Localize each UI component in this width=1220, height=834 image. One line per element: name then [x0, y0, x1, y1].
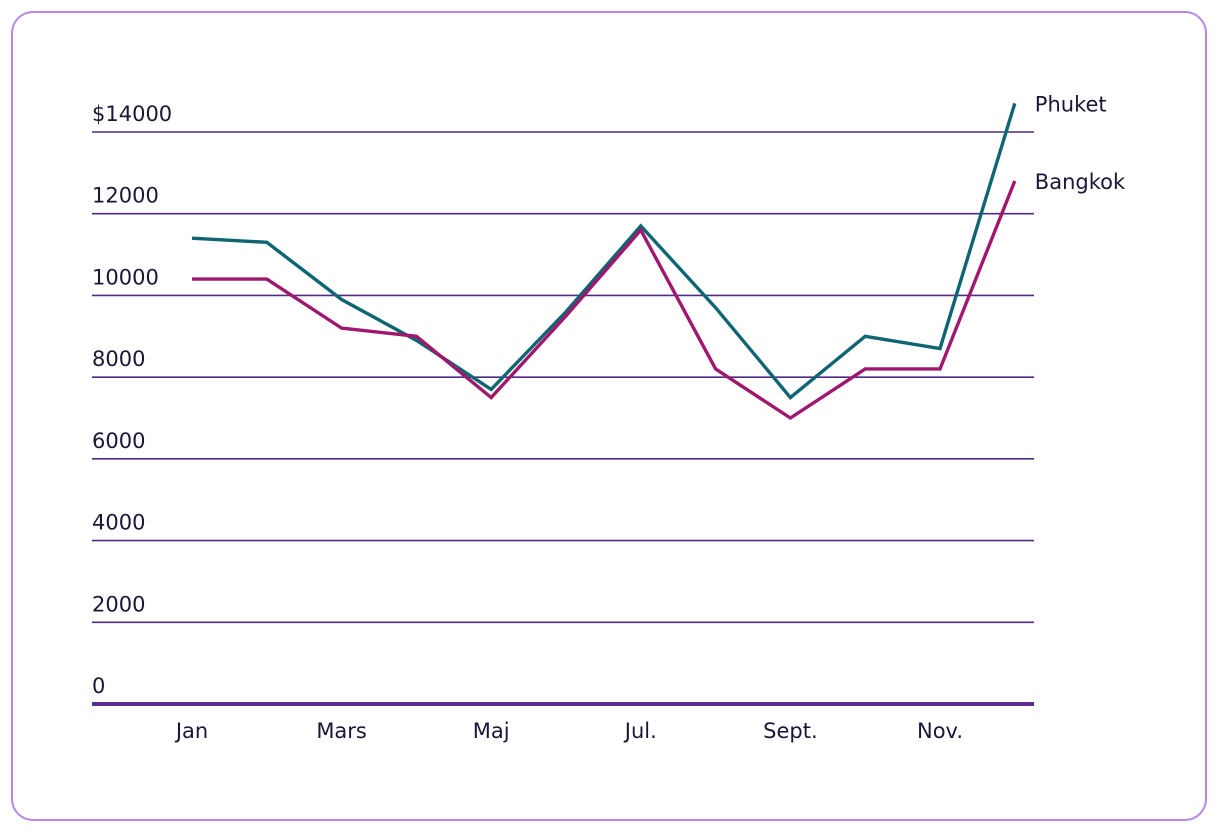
- y-axis-tick-labels: 0 2000 4000 6000 8000 10000 12000 $14000: [92, 102, 172, 698]
- series-labels: Phuket Bangkok: [1035, 92, 1126, 194]
- y-tick-label: 4000: [92, 511, 145, 535]
- x-tick-label: Nov.: [917, 719, 963, 743]
- chart-card: [11, 11, 1207, 821]
- y-tick-label: 6000: [92, 429, 145, 453]
- x-tick-label: Jul.: [623, 719, 657, 743]
- x-axis-tick-labels: Jan Mars Maj Jul. Sept. Nov.: [174, 719, 963, 743]
- x-tick-label: Mars: [316, 719, 367, 743]
- y-tick-label: $14000: [92, 102, 172, 126]
- gridlines: [92, 131, 1034, 706]
- series-label-phuket: Phuket: [1035, 92, 1107, 116]
- y-tick-label: 8000: [92, 347, 145, 371]
- y-tick-label: 10000: [92, 265, 159, 289]
- series-label-bangkok: Bangkok: [1035, 170, 1126, 194]
- series-line-phuket: [191, 102, 1017, 400]
- y-tick-label: 0: [92, 674, 105, 698]
- y-tick-label: 12000: [92, 184, 159, 208]
- x-tick-label: Jan: [174, 719, 208, 743]
- x-tick-label: Sept.: [763, 719, 818, 743]
- x-tick-label: Maj: [473, 719, 510, 743]
- series-lines: [191, 102, 1017, 421]
- series-line-bangkok: [192, 180, 1017, 421]
- y-tick-label: 2000: [92, 592, 145, 616]
